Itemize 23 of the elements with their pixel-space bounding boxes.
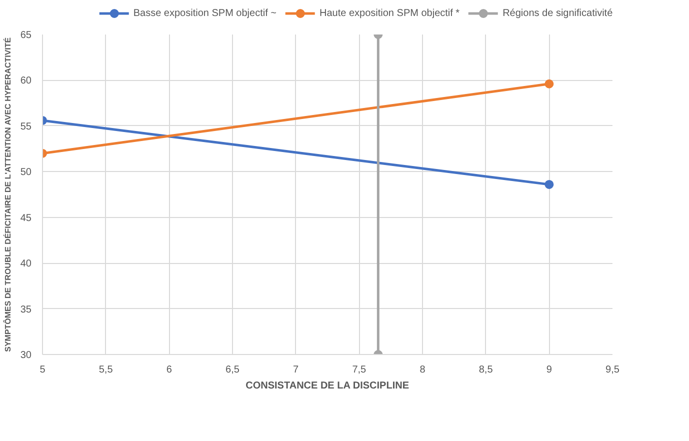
y-tick-label: 60 bbox=[20, 76, 32, 87]
legend-label: Haute exposition SPM objectif * bbox=[320, 8, 460, 18]
x-tick-label: 7,5 bbox=[352, 364, 367, 376]
x-tick-label: 5 bbox=[40, 364, 46, 376]
x-tick-label: 9 bbox=[546, 364, 552, 376]
x-tick-label: 9,5 bbox=[606, 364, 620, 376]
y-tick-label: 65 bbox=[20, 30, 32, 41]
x-axis-title: CONSISTANCE DE LA DISCIPLINE bbox=[246, 380, 410, 392]
x-tick-label: 6 bbox=[166, 364, 172, 376]
y-axis-title: SYMPTÔMES DE TROUBLE DÉFICITAIRE DE L'ATTENTION AVEC HYPERACTIVITÉ bbox=[2, 36, 12, 352]
y-tick-label: 35 bbox=[20, 304, 32, 316]
y-tick-label: 40 bbox=[20, 258, 32, 270]
legend-label: Basse exposition SPM objectif ~ bbox=[133, 8, 276, 18]
x-tick-label: 6,5 bbox=[226, 364, 240, 376]
y-tick-label: 45 bbox=[20, 212, 32, 224]
x-tick-label: 5,5 bbox=[98, 364, 114, 376]
x-tick-label: 8,5 bbox=[478, 364, 494, 376]
x-tick-label: 8 bbox=[420, 364, 426, 376]
y-tick-label: 30 bbox=[20, 350, 32, 361]
y-tick-label: 50 bbox=[20, 167, 32, 178]
x-tick-label: 7 bbox=[293, 364, 300, 376]
legend-label: Régions de significativité bbox=[502, 8, 613, 18]
y-tick-label: 55 bbox=[20, 121, 32, 132]
